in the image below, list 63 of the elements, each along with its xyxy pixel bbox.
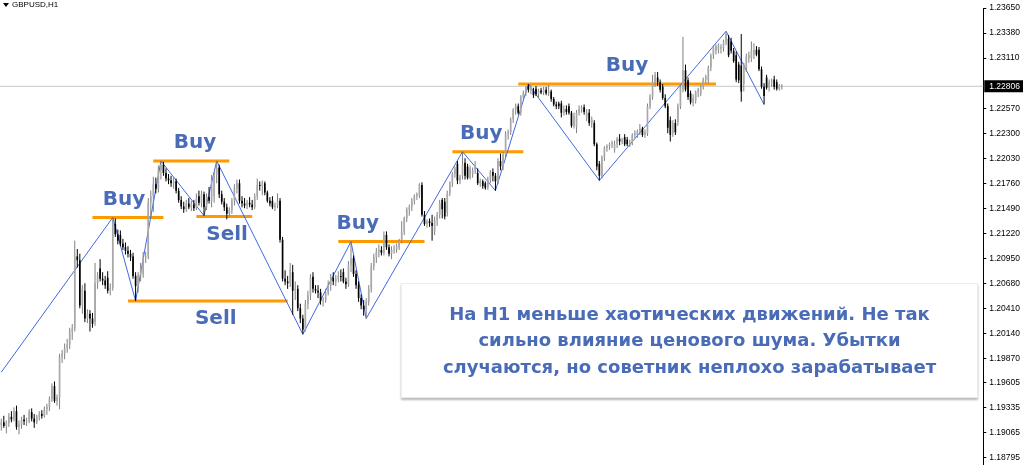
candlestick — [692, 93, 694, 107]
candlestick — [258, 180, 261, 192]
y-tick-label: 1.21760 — [989, 177, 1021, 188]
y-tick-label: 1.21490 — [989, 202, 1021, 213]
candlestick — [127, 245, 129, 258]
candlestick — [13, 406, 15, 422]
y-tick-label: 1.20410 — [989, 302, 1021, 313]
candlestick — [616, 136, 618, 149]
candlestick — [621, 137, 623, 145]
candlestick — [383, 230, 385, 256]
y-tick-label: 1.22570 — [989, 102, 1021, 113]
annotation: Sell — [194, 305, 237, 330]
annotation: Buy — [102, 185, 146, 210]
y-tick-label: 1.23650 — [989, 2, 1021, 13]
y-tick-label: 1.22300 — [989, 127, 1021, 138]
candlestick — [99, 258, 101, 282]
candlestick — [203, 191, 205, 217]
candlestick — [474, 160, 476, 175]
y-tick-label: 1.19335 — [989, 402, 1021, 413]
candlestick — [294, 280, 297, 301]
annotation: Buy — [173, 129, 217, 154]
candlestick — [193, 199, 195, 212]
y-tick-label: 1.23380 — [989, 27, 1021, 38]
candlestick — [23, 414, 25, 426]
candlestick — [426, 218, 428, 229]
y-tick-label: 1.21220 — [989, 227, 1021, 238]
candlestick — [2, 415, 5, 429]
ref-line-label: 1.22806 — [989, 81, 1021, 92]
y-tick-label: 1.20950 — [989, 252, 1021, 263]
candlestick — [550, 89, 553, 103]
candlestick — [720, 43, 722, 54]
candlestick — [768, 78, 770, 92]
candlestick — [28, 408, 30, 424]
candlestick — [393, 244, 395, 255]
candlestick — [291, 264, 294, 316]
candlestick — [18, 419, 20, 435]
y-tick-label: 1.19870 — [989, 352, 1021, 363]
y-tick-label: 1.20140 — [989, 327, 1021, 338]
y-tick-label: 1.18795 — [989, 452, 1021, 463]
y-tick-label: 1.19065 — [989, 427, 1021, 438]
candlestick — [208, 186, 210, 205]
chart-title: GBPUSD,H1 — [12, 0, 59, 10]
y-tick-label: 1.20680 — [989, 277, 1021, 288]
annotation: Buy — [459, 119, 503, 144]
candlestick — [142, 251, 145, 279]
candlestick — [464, 157, 466, 181]
candlestick — [410, 197, 413, 212]
candlestick — [79, 253, 81, 309]
candlestick — [530, 84, 532, 95]
candlestick — [68, 327, 71, 350]
candlestick — [573, 112, 575, 130]
annotation: Buy — [605, 52, 649, 77]
candlestick — [497, 157, 499, 185]
annotation: Buy — [336, 209, 380, 234]
candlestick — [170, 175, 172, 188]
y-tick-label: 1.22030 — [989, 152, 1021, 163]
candlestick — [155, 177, 157, 194]
y-tick-label: 1.19605 — [989, 377, 1021, 388]
candlestick — [735, 51, 738, 83]
y-tick-label: 1.23110 — [989, 52, 1020, 63]
annotation: На H1 меньше хаотических движений. Не так сильно влияние ценового шума. Убытки случаются, но советник неплохо зарабатывает — [441, 302, 938, 379]
annotation: Sell — [206, 220, 248, 245]
candlestick — [104, 275, 106, 290]
